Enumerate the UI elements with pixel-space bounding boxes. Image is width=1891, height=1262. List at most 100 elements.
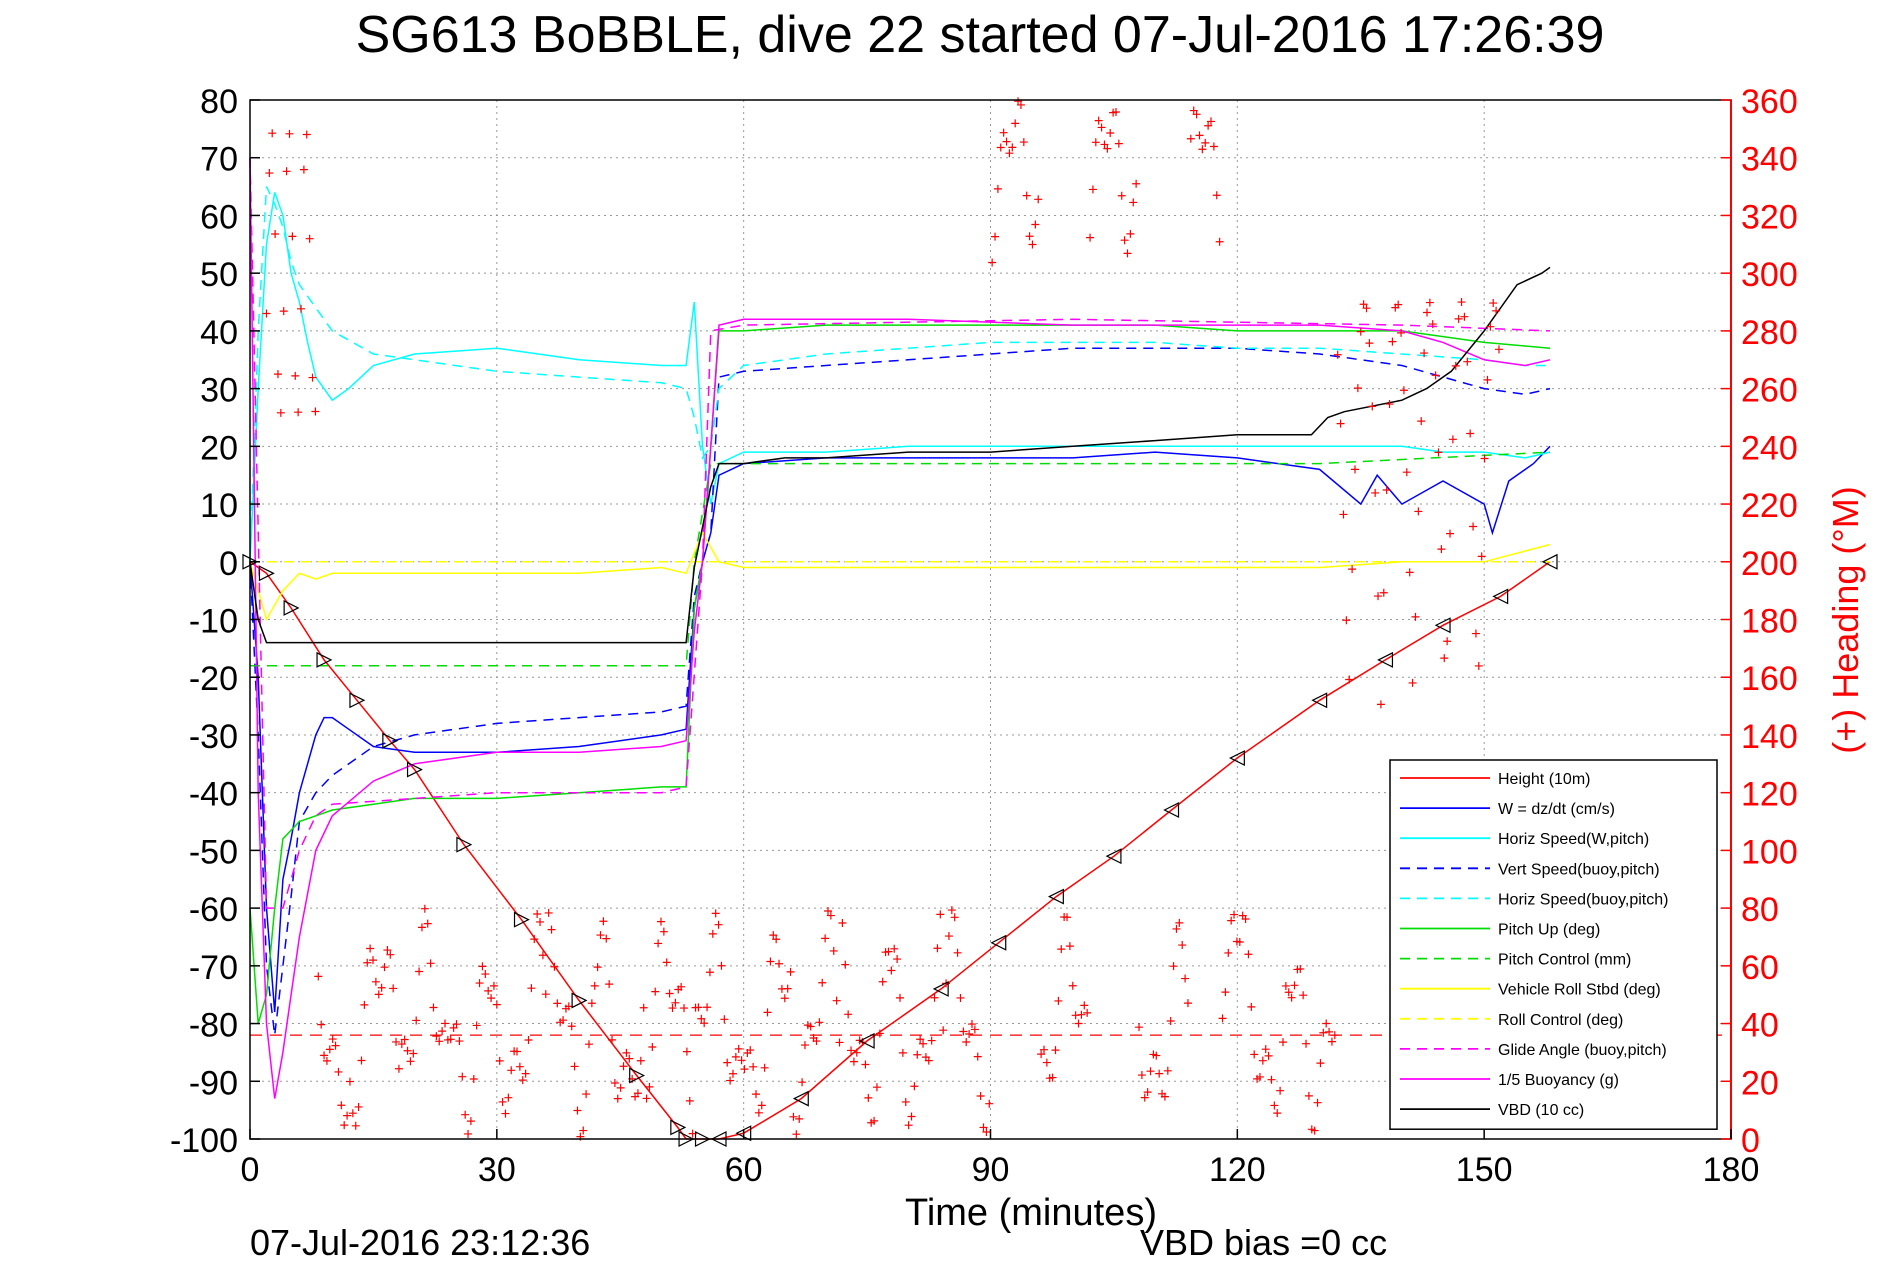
y-tick-label: -50 [189, 833, 238, 871]
y-tick-label: 60 [200, 198, 238, 236]
heading-marker [890, 944, 899, 953]
heading-marker [852, 1048, 861, 1057]
heading-marker [1094, 116, 1103, 125]
heading-marker [904, 1121, 913, 1130]
heading-marker [919, 1039, 928, 1048]
y2-tick-label: 280 [1741, 314, 1798, 352]
heading-marker [1091, 138, 1100, 147]
heading-marker [487, 994, 496, 1003]
heading-marker [1310, 1126, 1319, 1135]
heading-marker [1494, 345, 1503, 354]
heading-marker [1106, 128, 1115, 137]
heading-marker [717, 961, 726, 970]
heading-marker [1270, 1101, 1279, 1110]
heading-marker [1183, 999, 1192, 1008]
heading-marker [694, 1003, 703, 1012]
heading-marker [1160, 1092, 1169, 1101]
heading-marker [648, 1042, 657, 1051]
y-tick-label: 70 [200, 141, 238, 179]
heading-marker [1227, 916, 1236, 925]
heading-marker [1241, 915, 1250, 924]
heading-marker [870, 1116, 879, 1125]
heading-marker [1166, 1017, 1175, 1026]
heading-markers [262, 97, 1503, 1141]
heading-marker [780, 994, 789, 1003]
heading-marker [1022, 191, 1031, 200]
y2-tick-label: 260 [1741, 372, 1798, 410]
heading-marker [1399, 386, 1408, 395]
heading-marker [1420, 349, 1429, 358]
heading-marker [584, 1040, 593, 1049]
heading-marker [1103, 144, 1112, 153]
heading-marker [841, 960, 850, 969]
heading-marker [403, 1046, 412, 1055]
y-tick-label: 50 [200, 256, 238, 294]
heading-marker [331, 1041, 340, 1050]
heading-marker [1011, 119, 1020, 128]
heading-marker [737, 1056, 746, 1065]
series-line-4 [249, 186, 1550, 562]
heading-marker [1296, 964, 1305, 973]
heading-marker [800, 1041, 809, 1050]
heading-marker [294, 408, 303, 417]
heading-marker [783, 984, 792, 993]
heading-marker [749, 1062, 758, 1071]
heading-marker [1405, 568, 1414, 577]
heading-marker [1051, 1046, 1060, 1055]
height-marker [349, 692, 366, 709]
heading-marker [579, 1126, 588, 1135]
heading-marker [1034, 195, 1043, 204]
heading-marker [1230, 910, 1239, 919]
heading-marker [700, 1019, 709, 1028]
heading-marker [1371, 488, 1380, 497]
heading-marker [1198, 145, 1207, 154]
heading-marker [769, 931, 778, 940]
heading-marker [826, 911, 835, 920]
heading-marker [406, 1057, 415, 1066]
heading-marker [872, 1083, 881, 1092]
heading-marker [1057, 945, 1066, 954]
heading-marker [1163, 1066, 1172, 1075]
x-tick-label: 30 [478, 1151, 516, 1189]
heading-marker [795, 1114, 804, 1123]
height-marker [990, 934, 1007, 951]
heading-marker [1264, 1051, 1273, 1060]
heading-marker [616, 1083, 625, 1092]
heading-marker [1330, 1031, 1339, 1040]
heading-marker [348, 1109, 357, 1118]
heading-marker [1255, 1072, 1264, 1081]
heading-marker [276, 408, 285, 417]
heading-marker [812, 1037, 821, 1046]
heading-marker [1195, 131, 1204, 140]
heading-marker [703, 1003, 712, 1012]
heading-marker [1411, 612, 1420, 621]
heading-marker [697, 1014, 706, 1023]
heading-marker [360, 1000, 369, 1009]
heading-marker [1172, 924, 1181, 933]
legend-label: Height (10m) [1498, 771, 1590, 788]
heading-marker [1054, 996, 1063, 1005]
heading-marker [930, 993, 939, 1002]
heading-marker [939, 1026, 948, 1035]
heading-marker [512, 1047, 521, 1056]
heading-marker [982, 1128, 991, 1137]
heading-marker [504, 1093, 513, 1102]
heading-marker [1247, 1002, 1256, 1011]
heading-marker [887, 966, 896, 975]
x-tick-labels: 0 30 60 90 120 150 180 [241, 1129, 1759, 1189]
heading-marker [734, 1044, 743, 1053]
heading-marker [515, 1062, 524, 1071]
y2-tick-label: 100 [1741, 833, 1798, 871]
heading-marker [1362, 304, 1371, 313]
heading-marker [665, 989, 674, 998]
heading-marker [1440, 654, 1449, 663]
heading-marker [1469, 522, 1478, 531]
heading-marker [1437, 545, 1446, 554]
series-line-7 [249, 531, 1551, 622]
heading-marker [501, 1109, 510, 1118]
heading-marker [1474, 661, 1483, 670]
heading-marker [1201, 138, 1210, 147]
legend-label: Roll Control (deg) [1498, 1012, 1623, 1029]
y-tick-label: 0 [219, 545, 238, 583]
heading-marker [351, 1121, 360, 1130]
